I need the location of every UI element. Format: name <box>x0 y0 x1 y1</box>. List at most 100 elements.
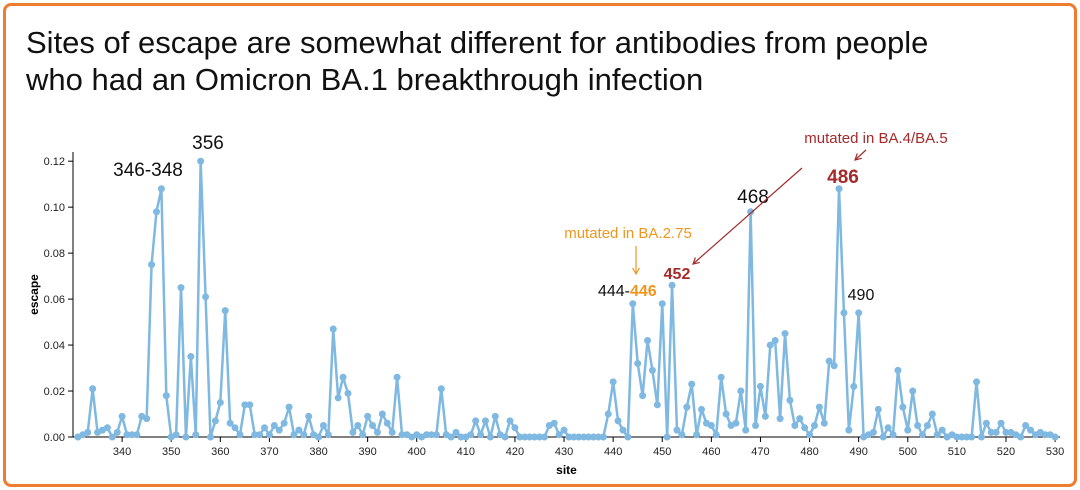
point <box>879 433 887 441</box>
point <box>432 431 440 439</box>
point <box>182 433 190 441</box>
point <box>197 157 205 165</box>
point <box>933 431 941 439</box>
arrow <box>854 149 867 161</box>
arrow-head <box>692 257 700 265</box>
y-tick-label: 0.08 <box>44 248 65 260</box>
point <box>737 387 745 395</box>
point <box>241 401 249 409</box>
arrow-head <box>632 267 640 276</box>
point <box>89 385 97 393</box>
point <box>108 433 116 441</box>
annotation: mutated in BA.2.75 <box>564 225 692 242</box>
point <box>830 362 838 370</box>
point <box>261 424 269 432</box>
x-tick-label: 460 <box>702 446 720 458</box>
point <box>997 419 1005 427</box>
point <box>766 341 774 349</box>
point <box>968 433 976 441</box>
point <box>246 401 254 409</box>
x-tick-label: 370 <box>260 446 278 458</box>
point <box>531 433 539 441</box>
point <box>909 387 917 395</box>
y-tick-label: 0.06 <box>44 294 65 306</box>
x-tick-label: 440 <box>604 446 622 458</box>
x-tick-label: 530 <box>1046 446 1064 458</box>
point <box>850 382 858 390</box>
point <box>1002 428 1010 436</box>
y-tick-label: 0.10 <box>44 202 65 214</box>
point <box>987 428 995 436</box>
point <box>192 431 200 439</box>
point <box>884 424 892 432</box>
point <box>555 431 563 439</box>
annotation: 468 <box>737 187 769 208</box>
point <box>152 208 160 216</box>
point <box>570 433 578 441</box>
point <box>1027 426 1035 434</box>
y-tick-label: 0.02 <box>44 386 65 398</box>
annotation: 486 <box>827 167 859 188</box>
point <box>698 405 706 413</box>
annotation: 490 <box>848 287 875 304</box>
x-tick-label: 420 <box>506 446 524 458</box>
point <box>845 426 853 434</box>
point <box>378 410 386 418</box>
point <box>648 366 656 374</box>
point <box>639 392 647 400</box>
point <box>953 433 961 441</box>
point <box>300 431 308 439</box>
point <box>752 422 760 430</box>
annotation: 452 <box>664 266 691 283</box>
point <box>840 309 848 317</box>
point <box>447 433 455 441</box>
point <box>324 431 332 439</box>
point <box>693 431 701 439</box>
point <box>825 357 833 365</box>
annotation: mutated in BA.4/BA.5 <box>804 130 947 147</box>
point <box>472 417 480 425</box>
point <box>815 403 823 411</box>
point <box>919 431 927 439</box>
arrow-head <box>854 153 862 161</box>
point <box>899 403 907 411</box>
y-tick-label: 0.12 <box>44 156 65 168</box>
point <box>992 428 1000 436</box>
point <box>894 366 902 374</box>
point <box>506 417 514 425</box>
x-tick-label: 400 <box>408 446 426 458</box>
point <box>653 401 661 409</box>
point <box>349 428 357 436</box>
x-tick-label: 480 <box>800 446 818 458</box>
point <box>801 424 809 432</box>
x-axis-label: site <box>556 463 577 477</box>
point <box>722 410 730 418</box>
point <box>280 419 288 427</box>
point <box>585 433 593 441</box>
point <box>251 431 259 439</box>
point <box>364 412 372 420</box>
point <box>216 399 224 407</box>
point <box>231 424 239 432</box>
point <box>580 433 588 441</box>
point <box>457 433 465 441</box>
line <box>77 159 1056 439</box>
point <box>427 431 435 439</box>
annotation: 356 <box>192 133 224 154</box>
point <box>938 426 946 434</box>
y-axis-label: escape <box>27 274 41 315</box>
point <box>1041 431 1049 439</box>
point <box>869 428 877 436</box>
point <box>889 431 897 439</box>
arrow <box>692 167 803 265</box>
point <box>742 426 750 434</box>
point <box>526 433 534 441</box>
x-tick-label: 340 <box>113 446 131 458</box>
point <box>806 431 814 439</box>
annotation: 346-348 <box>113 160 183 181</box>
point <box>604 410 612 418</box>
point <box>256 431 264 439</box>
point <box>388 428 396 436</box>
frame: Sites of escape are somewhat different f… <box>3 3 1077 487</box>
point <box>928 410 936 418</box>
